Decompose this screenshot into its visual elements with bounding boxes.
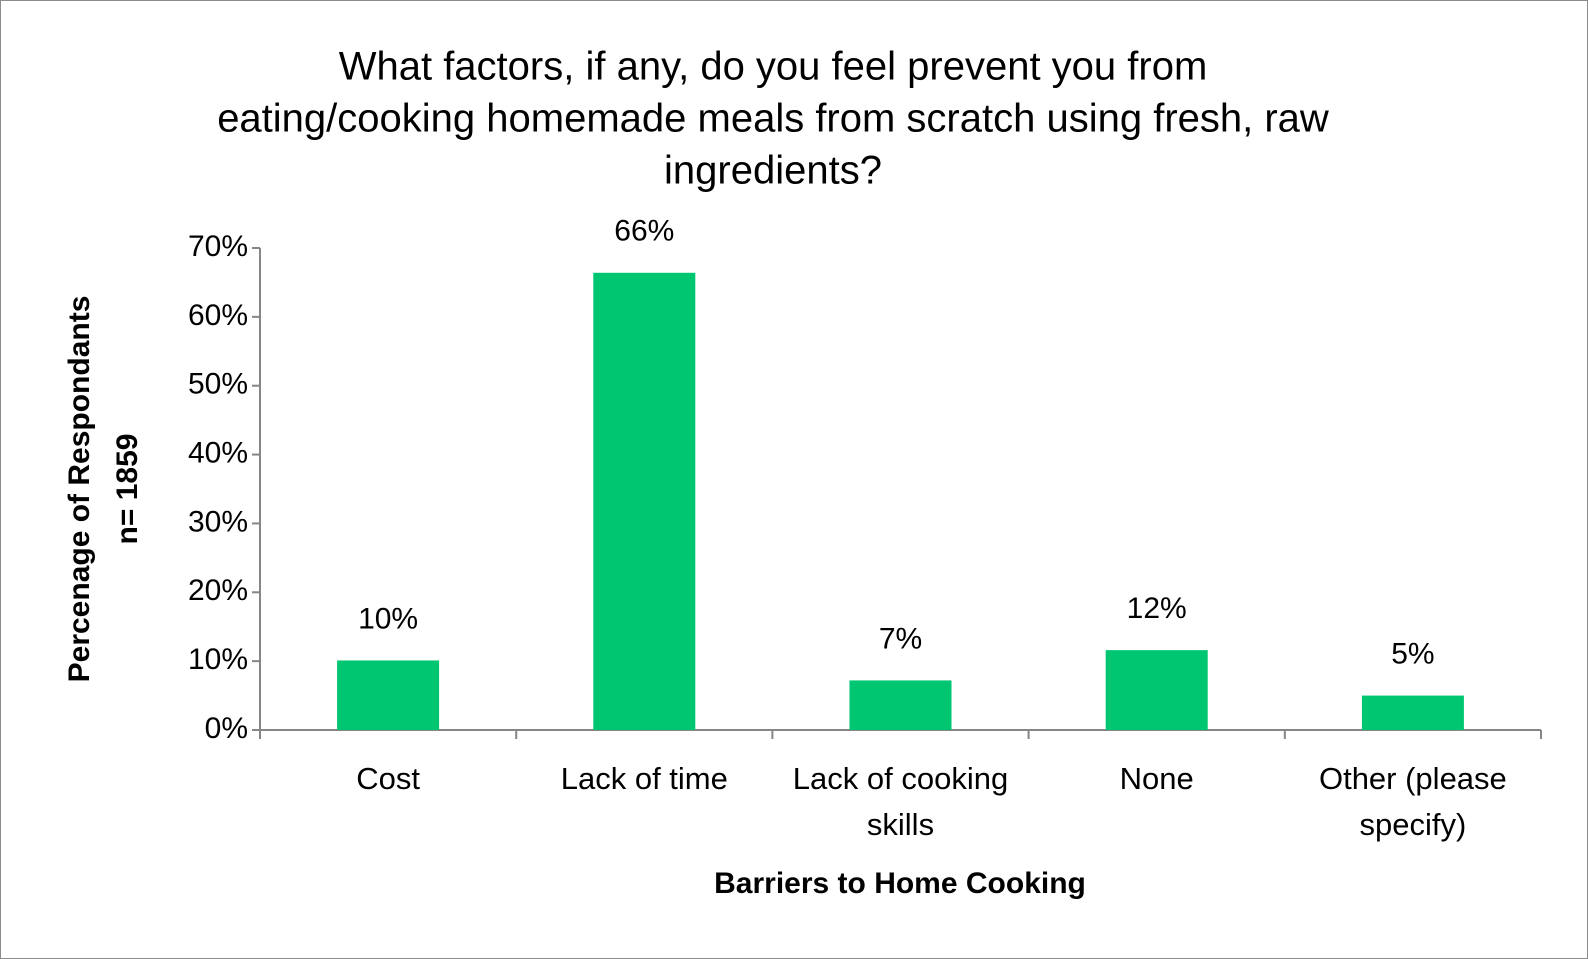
chart-title: What factors, if any, do you feel preven… <box>339 45 1208 89</box>
chart-title: eating/cooking homemade meals from scrat… <box>217 97 1329 141</box>
x-tick-label: Lack of time <box>560 761 728 796</box>
y-tick-label: 50% <box>188 368 248 401</box>
bar <box>593 272 696 730</box>
y-tick-label: 70% <box>188 230 248 263</box>
bar <box>337 660 440 730</box>
x-tick-label: None <box>1119 761 1194 796</box>
data-label: 12% <box>1127 592 1187 625</box>
y-tick-label: 10% <box>188 643 248 676</box>
bar <box>1361 695 1464 730</box>
bar <box>1105 650 1208 730</box>
bar <box>849 680 952 730</box>
x-tick-label: Cost <box>356 761 420 796</box>
y-axis-label: Percenage of Respondants <box>63 296 96 683</box>
data-label: 7% <box>879 622 922 655</box>
y-tick-label: 20% <box>188 574 248 607</box>
data-label: 10% <box>358 602 418 635</box>
data-label: 5% <box>1391 637 1434 670</box>
y-axis-label: n= 1859 <box>111 434 144 545</box>
x-tick-label: Other (please specify) <box>1318 761 1507 842</box>
y-tick-label: 0% <box>205 712 248 745</box>
x-axis-label: Barriers to Home Cooking <box>714 867 1086 900</box>
data-label: 66% <box>614 215 674 248</box>
y-tick-label: 60% <box>188 299 248 332</box>
chart-title: ingredients? <box>664 149 882 193</box>
y-tick-label: 30% <box>188 505 248 538</box>
x-tick-label: Lack of cooking skills <box>792 761 1009 842</box>
y-tick-label: 40% <box>188 436 248 469</box>
